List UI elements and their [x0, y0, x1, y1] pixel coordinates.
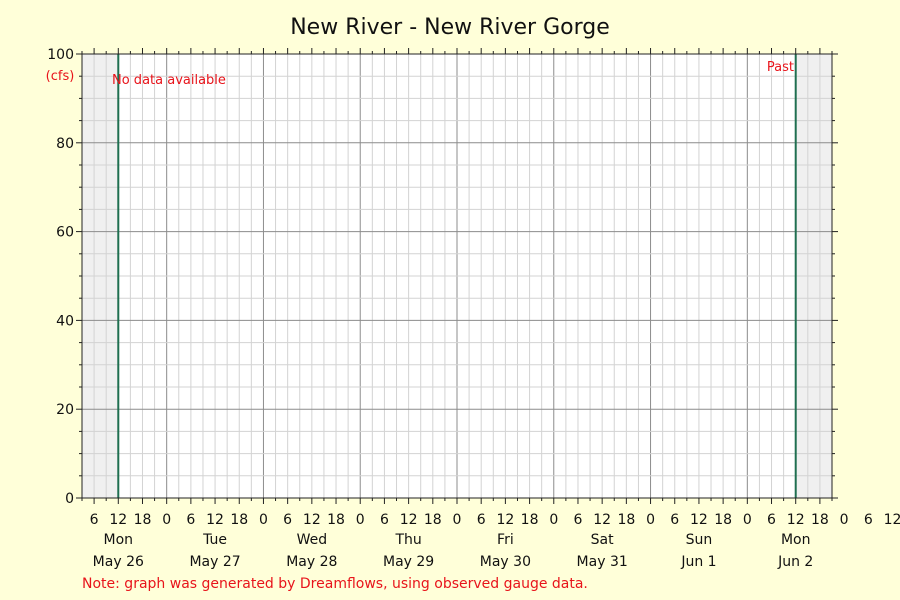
x-hour-label: 12: [787, 512, 805, 528]
x-hour-label: 0: [646, 512, 655, 528]
x-hour-label: 18: [424, 512, 442, 528]
x-hour-label: 6: [186, 512, 195, 528]
x-date-label: May 26: [93, 554, 144, 570]
x-weekday-label: Sat: [591, 532, 614, 548]
y-axis-unit-label: (cfs): [46, 69, 75, 84]
x-hour-label: 0: [840, 512, 849, 528]
x-axis-tick-labels: 6 12 18 0 6 12 18 0 6 12 18 0 6 12 18 0 6 12 18 0 6 12 18 0 6 12 1…: [90, 512, 900, 570]
x-hour-label: 18: [134, 512, 152, 528]
x-weekday-label: Mon: [781, 532, 811, 548]
x-date-label: May 29: [383, 554, 434, 570]
footnote: Note: graph was generated by Dreamflows,…: [82, 576, 588, 592]
x-hour-label: 6: [574, 512, 583, 528]
x-hour-label: 12: [593, 512, 611, 528]
chart-title: New River - New River Gorge: [290, 15, 610, 40]
y-tick-label: 80: [56, 136, 74, 152]
x-date-label: May 28: [286, 554, 337, 570]
x-weekday-label: Mon: [104, 532, 134, 548]
x-hour-label: 18: [714, 512, 732, 528]
x-date-label: May 30: [480, 554, 531, 570]
no-data-annotation: No data available: [112, 73, 226, 88]
grid: [81, 53, 833, 499]
x-weekday-label: Sun: [686, 532, 713, 548]
x-hour-label: 6: [283, 512, 292, 528]
x-hour-label: 6: [864, 512, 873, 528]
x-hour-label: 6: [670, 512, 679, 528]
x-weekday-label: Thu: [394, 532, 421, 548]
x-hour-label: 12: [690, 512, 708, 528]
y-tick-label: 40: [56, 313, 74, 329]
x-hour-label: 0: [259, 512, 268, 528]
x-hour-label: 18: [230, 512, 248, 528]
x-hour-label: 12: [400, 512, 418, 528]
x-hour-label: 12: [303, 512, 321, 528]
y-tick-label: 100: [47, 47, 74, 63]
x-weekday-label: Tue: [202, 532, 227, 548]
y-tick-label: 60: [56, 225, 74, 241]
x-date-label: May 27: [189, 554, 240, 570]
x-hour-label: 6: [90, 512, 99, 528]
x-hour-label: 0: [743, 512, 752, 528]
x-hour-label: 6: [477, 512, 486, 528]
x-date-label: Jun 1: [680, 554, 716, 570]
x-hour-label: 0: [453, 512, 462, 528]
x-hour-label: 18: [521, 512, 539, 528]
x-date-label: Jun 2: [777, 554, 813, 570]
y-axis-tick-labels: 0 20 40 60 80 100: [47, 47, 74, 507]
x-weekday-label: Wed: [297, 532, 328, 548]
x-hour-label: 0: [549, 512, 558, 528]
x-hour-label: 0: [162, 512, 171, 528]
x-date-label: May 31: [577, 554, 628, 570]
x-hour-label: 12: [496, 512, 514, 528]
x-hour-label: 6: [767, 512, 776, 528]
x-hour-label: 18: [811, 512, 829, 528]
x-hour-label: 12: [109, 512, 127, 528]
x-hour-label: 0: [356, 512, 365, 528]
x-hour-label: 18: [327, 512, 345, 528]
past-annotation: Past: [767, 60, 794, 75]
axis-ticks: [76, 48, 838, 504]
x-hour-label: 18: [617, 512, 635, 528]
x-hour-label: 6: [380, 512, 389, 528]
y-tick-label: 0: [65, 491, 74, 507]
x-hour-label: 12: [884, 512, 900, 528]
x-weekday-label: Fri: [497, 532, 514, 548]
x-hour-label: 12: [206, 512, 224, 528]
y-tick-label: 20: [56, 402, 74, 418]
